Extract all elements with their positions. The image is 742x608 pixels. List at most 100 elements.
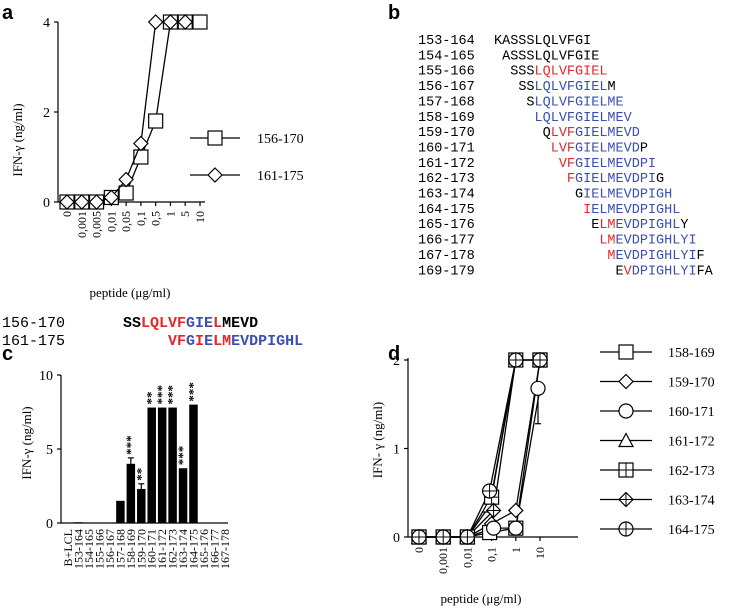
panel-label-d: d xyxy=(388,343,400,365)
panel-d-legend-label: 160-171 xyxy=(668,405,715,420)
panel-a-seq-segment: E xyxy=(204,333,213,350)
panel-b-row-indent xyxy=(494,264,616,279)
panel-d-xtick-label: 0,001 xyxy=(436,547,450,574)
panel-d-xtick-label: 10 xyxy=(533,547,547,559)
panel-c-significance: ** xyxy=(133,468,148,481)
panel-b-row-label: 162-173 xyxy=(418,172,475,187)
panel-b-row-segment: KASSSLQLVFGI xyxy=(494,34,591,49)
panel-c-ytick-label: 10 xyxy=(39,369,53,384)
panel-d-point-164-175 xyxy=(435,529,451,545)
panel-b-row-seq: VFGIELMEVDPI xyxy=(494,157,656,172)
panel-a-point-161-175-shape xyxy=(59,194,75,210)
panel-d-series-line-160-171 xyxy=(419,388,541,538)
panel-a-series-line-156-170 xyxy=(67,21,200,203)
panel-d-point-160-171-shape xyxy=(530,380,546,396)
panel-a-seq-label: 156-170 xyxy=(2,315,65,332)
panel-b-row-indent xyxy=(494,65,510,80)
panel-d-legend-marker-shape xyxy=(617,432,635,448)
panel-a-legend-marker xyxy=(207,167,223,183)
panel-b-row-segment: V xyxy=(624,264,633,279)
panel-b-row-segment: GIELMEVD xyxy=(575,141,640,156)
panel-c-xtick-label: 157-168 xyxy=(113,529,127,569)
panel-a-point-161-175 xyxy=(59,194,75,210)
panel-b-row-segment: ASSSLQLVFGIE xyxy=(502,49,599,64)
panel-c-bar-164-175 xyxy=(189,404,198,523)
panel-b-row-segment: LQLVFGIELMEV xyxy=(535,111,633,126)
panel-d-ytick-label: 0 xyxy=(393,531,400,546)
panel-d-xtick-label: 1 xyxy=(509,547,523,553)
panel-d-point-163-174 xyxy=(485,502,502,519)
panel-b-row-label: 159-170 xyxy=(418,126,475,141)
panel-a-xtick-label: 0,001 xyxy=(75,211,89,238)
panel-c-xtick-label: 161-172 xyxy=(155,529,169,569)
panel-b-row-label: 164-175 xyxy=(418,203,475,218)
panel-a-xlabel: peptide (μg/ml) xyxy=(90,285,171,300)
panel-a-ylabel: IFN-γ (ng/ml) xyxy=(10,103,25,176)
panel-b-row-seq: SSLQLVFGIELM xyxy=(494,80,616,95)
panel-d-legend-marker-shape xyxy=(618,403,634,419)
panel-a-xtick-label: 0,01 xyxy=(104,211,118,232)
panel-d-point-160-171-shape xyxy=(508,520,524,536)
panel-b-row-segment: FA xyxy=(697,264,714,279)
panel-c-xtick-label: 155-166 xyxy=(93,529,107,569)
panel-d-point-160-171 xyxy=(508,520,524,536)
panel-a-sequences: 156-170 SSLQLVFGIELMEVD 161-175 VFGIELMEV… xyxy=(2,315,303,350)
panel-a-seq-segment: EVDPIGHL xyxy=(231,333,303,350)
panel-a-ytick-label: 0 xyxy=(43,196,50,211)
panel-c-bar-158-169 xyxy=(126,463,136,523)
panel-b-row-segment: F xyxy=(697,249,705,264)
panel-b-row-seq: LQLVFGIELMEV xyxy=(494,111,633,126)
panel-b-row-segment: ELMEVDPIGHL xyxy=(591,203,680,218)
panel-b-row-segment: M xyxy=(607,80,615,95)
panel-b-row-indent xyxy=(494,141,551,156)
panel-a-xtick-label: 0,1 xyxy=(134,211,148,226)
panel-a-point-161-175-shape xyxy=(162,14,179,30)
panel-a-seq-segment: I xyxy=(195,333,204,350)
panel-a-seq-segment: G xyxy=(186,333,195,350)
panel-d-legend-label: 164-175 xyxy=(668,523,715,538)
panel-b-alignment: 153-164 KASSSLQLVFGI 154-165 ASSSLQLVFGIE 1… xyxy=(418,34,714,279)
panel-c-significance: *** xyxy=(165,385,180,405)
panel-a-point-156-170-shape xyxy=(118,185,134,201)
panel-d-legend-label: 161-172 xyxy=(668,435,715,450)
panel-c-xtick-label: 156-167 xyxy=(103,529,117,569)
panel-a-seq: VFGIELMEVDPIGHL xyxy=(87,333,303,350)
panel-c-xtick-label: 153-164 xyxy=(72,529,86,569)
panel-b-row-label: 154-165 xyxy=(418,49,475,64)
panel-b-row-seq: ELMEVDPIGHLY xyxy=(494,218,688,233)
panel-b-row-segment: IELMEVDPIGH xyxy=(583,188,672,203)
panel-d-legend-marker xyxy=(618,344,634,360)
panel-a-point-161-175 xyxy=(162,14,179,30)
panel-b-row-segment: Y xyxy=(680,218,688,233)
panel-b-row-segment: S xyxy=(526,95,534,110)
panel-d-point-164-175 xyxy=(482,483,498,499)
panel-b-row-segment: SSS xyxy=(510,65,534,80)
panel-c-bar-162-173 xyxy=(168,407,177,523)
panel-b-row-segment: LQLVFGIELME xyxy=(535,95,624,110)
panel-b-row-segment: EVDPIGHLYI xyxy=(616,234,697,249)
panel-d-point-164-175 xyxy=(459,529,475,545)
panel-a-seq-segment: LQLVF xyxy=(141,315,186,332)
panel-a-point-161-175 xyxy=(103,189,120,206)
panel-b-row-segment: M xyxy=(607,249,615,264)
panel-b-row-seq: SSSLQLVFGIEL xyxy=(494,65,607,80)
panel-b-row-segment: DPIGHLYI xyxy=(632,264,697,279)
panel-d-point-164-175 xyxy=(411,529,427,545)
panel-a-xtick-label: 0 xyxy=(60,211,74,217)
panel-c-xtick-label: 165-176 xyxy=(197,529,211,569)
panel-a-seq-label: 161-175 xyxy=(2,333,65,350)
panel-b-row-seq: KASSSLQLVFGI xyxy=(494,34,591,49)
panel-a-legend-label: 161-175 xyxy=(257,169,304,184)
panel-a-point-161-175-shape xyxy=(88,194,105,210)
panel-label-c: c xyxy=(2,343,13,365)
panel-d-chart: IFN- γ (ng/ml) peptide (μg/ml) 0 1 2 0 0,001… xyxy=(370,344,715,606)
panel-b-row-segment: E xyxy=(591,218,599,233)
panel-c-bar-159-170 xyxy=(137,488,146,523)
panel-d-legend-marker xyxy=(618,491,634,508)
panel-b-row-segment: LM xyxy=(599,234,615,249)
panel-b-row-label: 167-178 xyxy=(418,249,475,264)
panel-d-legend-label: 162-173 xyxy=(668,464,715,479)
panel-b-row-indent xyxy=(494,126,543,141)
panel-b-row-label: 155-166 xyxy=(418,65,475,80)
